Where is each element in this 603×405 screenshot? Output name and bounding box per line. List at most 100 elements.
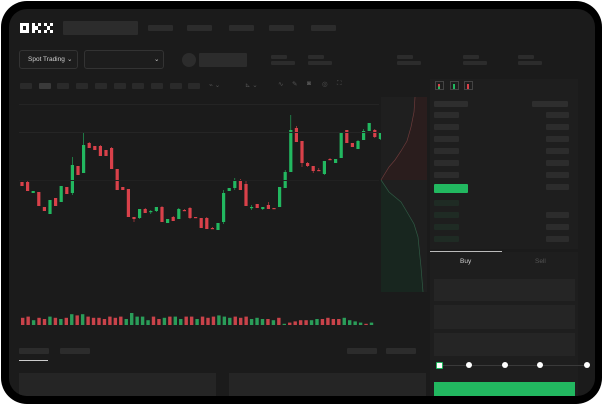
tab-order-history[interactable] [60, 348, 90, 354]
tab-buy[interactable]: Buy [460, 258, 472, 265]
candle-body [31, 191, 35, 193]
volume-bar [260, 319, 265, 325]
candle [244, 181, 248, 206]
view-both-icon[interactable] [435, 81, 444, 90]
stat-value [397, 61, 421, 65]
buy-button[interactable] [434, 382, 575, 396]
volume-bar [233, 316, 237, 325]
ask-price [434, 148, 459, 154]
timeframe-button[interactable] [76, 83, 89, 89]
volume-bar [249, 319, 254, 325]
candle [82, 132, 86, 173]
stat-label [308, 55, 324, 59]
pair-select[interactable]: ⌄ [84, 50, 164, 69]
toolbar-divider [19, 104, 379, 105]
candle [115, 169, 119, 190]
volume-bar [298, 320, 303, 325]
tab-open-orders[interactable] [19, 348, 49, 354]
candle [222, 190, 226, 224]
amount-input[interactable] [434, 305, 575, 329]
volume-bar [168, 316, 172, 325]
stat-label [271, 55, 287, 59]
volume-bar [282, 323, 286, 325]
candle [166, 219, 170, 223]
volume-bar [26, 316, 30, 325]
volume-bar [211, 316, 216, 325]
candle [42, 207, 46, 211]
line-tool-icon[interactable]: ∿ [278, 81, 284, 88]
view-bids-icon[interactable] [450, 81, 459, 90]
volume-bar [326, 317, 330, 325]
settings-icon[interactable]: ◎ [322, 81, 328, 88]
price-input[interactable] [434, 279, 575, 301]
candle [272, 208, 276, 210]
slider-track[interactable] [439, 365, 587, 366]
candle-body [20, 182, 24, 186]
timeframe-button[interactable] [169, 83, 182, 89]
timeframe-button[interactable] [38, 83, 51, 89]
volume-bar [195, 319, 199, 325]
volume-bar [97, 317, 101, 325]
candle [59, 186, 63, 202]
candle-body [93, 146, 97, 150]
nav-item[interactable] [311, 25, 336, 31]
draw-tool-icon[interactable]: ✎ [292, 81, 298, 88]
timeframe-button[interactable] [150, 83, 163, 89]
tab-sell[interactable]: Sell [535, 258, 546, 265]
nav-item[interactable] [229, 25, 254, 31]
candle [20, 182, 24, 186]
market-type-select[interactable]: Spot Trading ⌄ [19, 50, 78, 69]
search-bar[interactable] [63, 21, 138, 35]
volume-bar [157, 319, 161, 325]
candle-body [160, 207, 164, 222]
volume-bar [91, 317, 96, 325]
candle-body [250, 207, 254, 209]
nav-item[interactable] [187, 25, 212, 31]
candle [87, 142, 91, 148]
candle-body [154, 207, 158, 211]
chart-type-dropdown[interactable]: ⊾ ⌄ [245, 82, 258, 89]
ask-size [546, 160, 569, 166]
candle [289, 115, 293, 172]
timeframe-button[interactable] [94, 83, 107, 89]
nav-item[interactable] [269, 25, 294, 31]
volume-bar [42, 319, 47, 325]
slider-handle[interactable] [436, 362, 443, 369]
volume-bar [277, 317, 281, 325]
candle [306, 162, 310, 167]
timeframe-button[interactable] [113, 83, 126, 89]
indicator-dropdown[interactable]: ⌁ ⌄ [209, 82, 221, 89]
view-asks-icon[interactable] [464, 81, 473, 90]
slider-stop[interactable] [502, 362, 508, 368]
nav-item[interactable] [148, 25, 173, 31]
candle [378, 133, 382, 140]
filter-button[interactable] [347, 348, 377, 354]
timeframe-button[interactable] [132, 83, 145, 89]
total-input[interactable] [434, 333, 575, 356]
slider-stop[interactable] [466, 362, 472, 368]
candle [266, 202, 270, 209]
candle-body [121, 187, 125, 190]
chevron-down-icon: ⌄ [154, 56, 160, 63]
slider-stop[interactable] [537, 362, 543, 368]
volume-bar [288, 322, 292, 325]
volume-bar [222, 316, 227, 325]
filter-button[interactable] [386, 348, 416, 354]
timeframe-button[interactable] [57, 83, 70, 89]
volume-bar [217, 315, 221, 325]
fullscreen-icon[interactable]: ⛶ [337, 80, 342, 87]
slider-stop[interactable] [584, 362, 590, 368]
volume-bar [70, 314, 74, 325]
camera-icon[interactable]: ◙ [307, 80, 311, 87]
timeframe-button[interactable] [188, 83, 201, 89]
candle-body [132, 217, 136, 219]
volume-bar [124, 319, 128, 325]
candlestick-chart[interactable] [9, 9, 389, 339]
timeframe-button[interactable] [20, 83, 32, 89]
market-type-label: Spot Trading [28, 56, 65, 63]
volume-bar [64, 317, 68, 325]
candle-body [110, 148, 114, 169]
candle-body [311, 166, 315, 171]
candle-body [166, 219, 170, 223]
gridline [19, 180, 379, 181]
